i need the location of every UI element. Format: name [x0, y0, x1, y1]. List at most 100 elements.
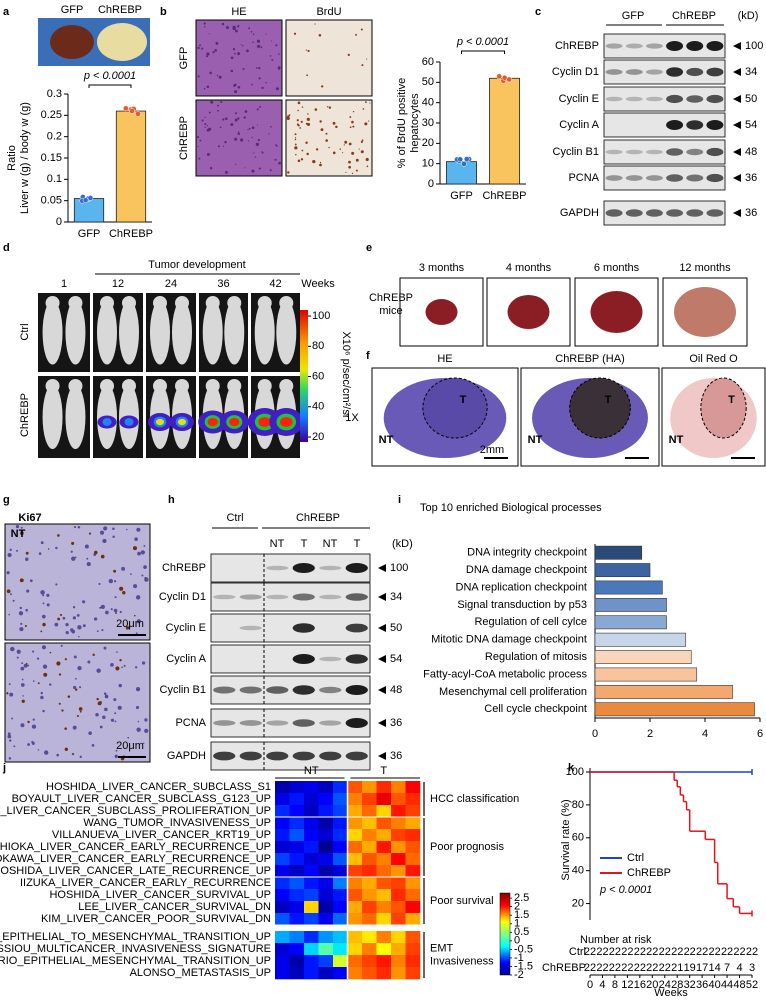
y-tick-label: 80	[572, 799, 584, 811]
heatmap-cell	[405, 841, 421, 854]
heatmap-cell	[391, 817, 406, 830]
blot-band	[706, 41, 724, 51]
texture-dot	[209, 71, 212, 75]
colorbar-label: 80	[312, 340, 324, 352]
heatmap-cell	[289, 913, 305, 926]
panel-label: h	[168, 494, 175, 506]
texture-dot	[265, 33, 267, 35]
texture-dot	[115, 666, 120, 671]
heatmap-cell	[391, 943, 406, 956]
texture-dot	[265, 82, 267, 84]
blot-band	[686, 148, 704, 156]
micrograph	[4, 523, 151, 641]
texture-dot	[206, 85, 210, 89]
texture-dot	[125, 626, 130, 630]
blot-band	[666, 148, 684, 156]
y-tick-label: 0.15	[41, 152, 62, 164]
arrow	[733, 68, 741, 76]
texture-dot	[6, 571, 10, 575]
mouse-head	[68, 296, 83, 310]
micrograph	[4, 642, 151, 763]
heatmap-cell	[333, 853, 348, 866]
texture-dot	[103, 526, 108, 531]
risk-count: 22	[659, 962, 671, 974]
texture-dot	[271, 59, 274, 62]
group-label: Invasiveness	[430, 955, 494, 967]
texture-dot	[32, 680, 35, 682]
texture-dot	[27, 720, 30, 724]
texture-dot	[75, 677, 77, 680]
label: 4 months	[506, 262, 552, 274]
risk-count: 22	[609, 946, 621, 958]
texture-dot	[221, 22, 225, 26]
texture-dot	[43, 672, 48, 677]
row-label: WANG_TUMOR_INVASIVENESS_UP	[83, 817, 271, 829]
texture-dot	[20, 683, 25, 687]
heatmap-cell	[362, 805, 377, 818]
heatmap-cell	[347, 841, 363, 854]
texture-dot	[108, 578, 114, 584]
texture-dot	[99, 606, 102, 609]
texture-dot	[244, 110, 248, 113]
blot-band	[605, 69, 623, 75]
texture-dot	[325, 139, 328, 142]
texture-dot	[247, 129, 249, 131]
texture-dot	[114, 596, 117, 599]
mouse-head	[122, 379, 136, 393]
label: T	[301, 538, 308, 550]
texture-dot	[339, 148, 341, 150]
texture-dot	[55, 583, 58, 586]
y-tick-label: 0.2	[47, 131, 62, 143]
texture-dot	[78, 686, 82, 689]
tumor	[422, 377, 488, 439]
texture-dot	[344, 140, 348, 144]
texture-dot	[121, 566, 126, 571]
risk-count: 22	[584, 946, 596, 958]
heatmap-cell	[362, 865, 377, 878]
heatmap-cell	[376, 943, 392, 956]
y-tick-label: 10	[422, 158, 434, 170]
unit: (kD)	[738, 10, 759, 22]
texture-dot	[32, 718, 35, 721]
texture-dot	[235, 163, 237, 165]
blot-band	[645, 69, 663, 75]
texture-dot	[26, 589, 30, 593]
risk-count: 22	[646, 962, 658, 974]
heatmap-cell	[304, 829, 319, 842]
x-tick-label: 20	[646, 979, 658, 991]
arrow	[378, 564, 386, 572]
texture-dot	[343, 144, 345, 146]
blot-band	[706, 94, 724, 104]
photo-label: GFP	[61, 4, 84, 16]
heatmap-cell	[333, 805, 348, 818]
panel-label: g	[3, 494, 10, 506]
heatmap-cell	[347, 805, 363, 818]
heatmap-cell	[362, 829, 377, 842]
texture-dot	[278, 68, 280, 71]
texture-dot	[208, 127, 212, 131]
label: 3 months	[419, 262, 465, 274]
texture-dot	[319, 163, 322, 167]
texture-dot	[230, 123, 234, 126]
colorbar-label: 60	[312, 370, 324, 382]
mouse	[65, 300, 86, 365]
texture-dot	[214, 49, 217, 52]
texture-dot	[299, 127, 302, 129]
texture-dot	[37, 749, 40, 751]
heatmap-cell	[289, 841, 305, 854]
texture-dot	[20, 531, 24, 535]
blot-band	[345, 654, 368, 664]
heatmap-cell	[391, 805, 406, 818]
heatmap-cell	[289, 805, 305, 818]
texture-dot	[46, 603, 50, 607]
label: T	[380, 765, 387, 777]
texture-dot	[305, 49, 307, 51]
texture-dot	[84, 544, 89, 549]
row-label: GOTZMANN_EPITHELIAL_TO_MESENCHYMAL_TRANS…	[0, 931, 271, 943]
heatmap-cell	[362, 853, 377, 866]
texture-dot	[328, 106, 332, 109]
heatmap-cell	[318, 865, 334, 878]
blot-band	[625, 149, 643, 155]
x-tick-label: GFP	[450, 190, 473, 202]
texture-dot	[260, 46, 263, 49]
